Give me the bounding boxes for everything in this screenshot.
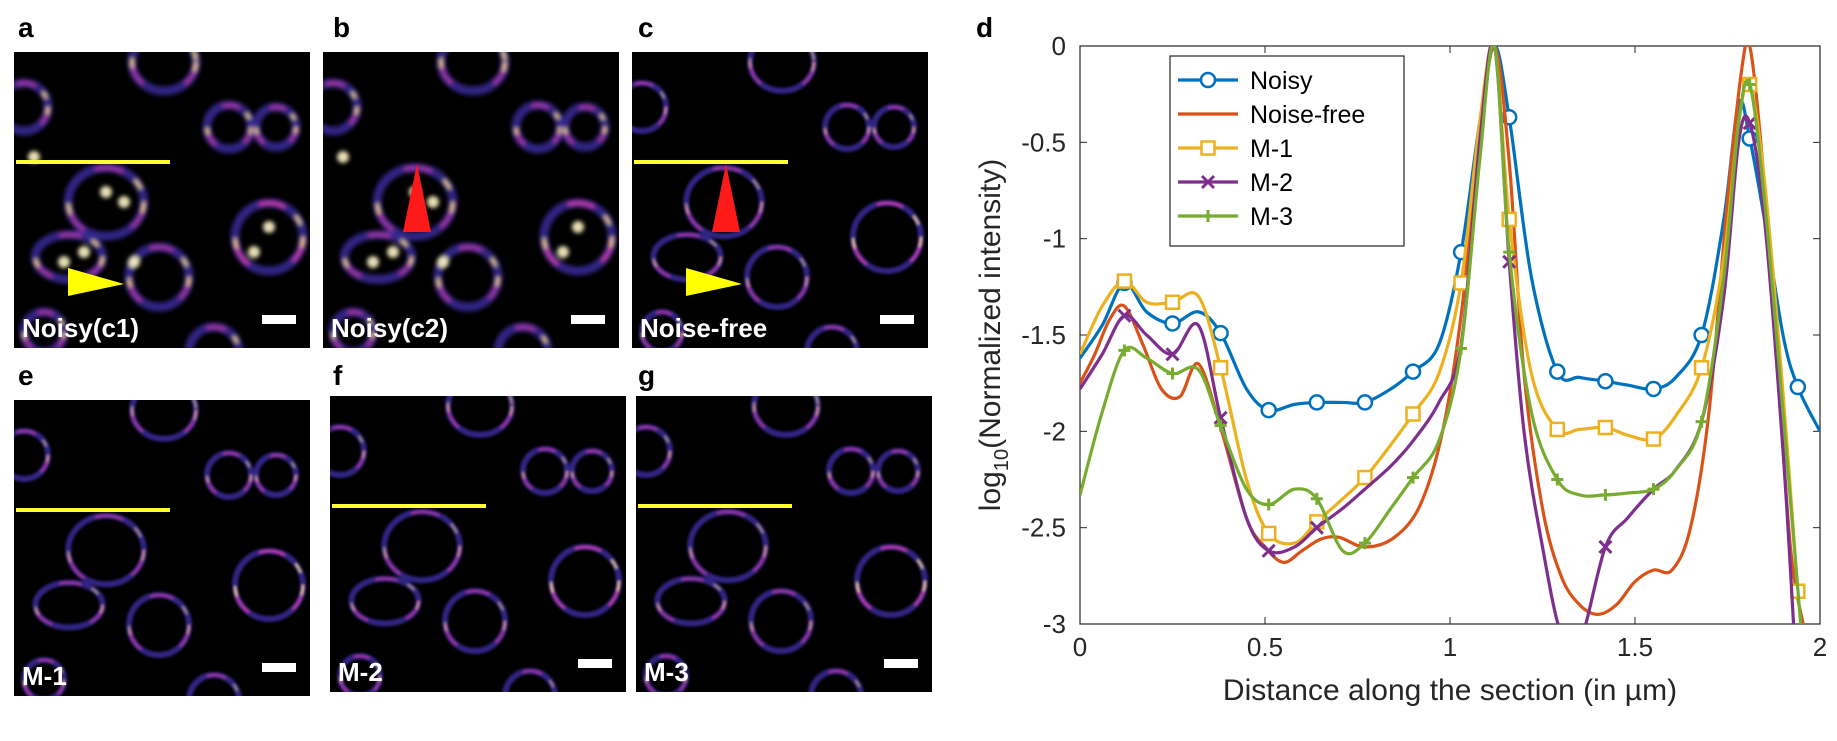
data-point	[1645, 380, 1662, 398]
x-tick-label: 0.5	[1247, 632, 1283, 662]
scale-bar	[884, 659, 918, 668]
x-axis-label: Distance along the section (in µm)	[1223, 674, 1677, 707]
scale-bar	[262, 315, 296, 324]
scale-bar	[578, 659, 612, 668]
x-tick-label: 0	[1073, 632, 1087, 662]
data-point	[1789, 378, 1807, 396]
scale-bar	[262, 663, 296, 672]
legend-label: Noisy	[1250, 67, 1313, 95]
data-point	[1404, 363, 1422, 380]
data-point	[1165, 347, 1180, 362]
panel-letter-b: b	[333, 12, 351, 43]
y-tick-label: 0	[1052, 31, 1066, 61]
panel-letter-d: d	[976, 12, 994, 43]
data-point	[1260, 401, 1277, 419]
data-point	[1261, 543, 1276, 558]
y-tick-label: -1	[1043, 224, 1066, 254]
micrograph-m2: M-2	[330, 396, 626, 692]
y-tick-label: -3	[1043, 609, 1066, 639]
data-point	[1598, 539, 1613, 554]
micrograph-m3: M-3	[636, 396, 932, 692]
chart-legend: Noisy Noise-free M-1 M-2 M-3	[1169, 55, 1405, 247]
micrograph-noisy-c1: Noisy(c1)	[14, 52, 310, 348]
y-tick-label: -0.5	[1021, 127, 1066, 157]
scale-bar	[880, 315, 914, 324]
data-point	[1742, 116, 1757, 131]
micrograph-noisy-c2: Noisy(c2)	[323, 52, 619, 348]
panel-letter-a: a	[18, 12, 34, 43]
data-point	[1200, 140, 1216, 156]
image-label: Noisy(c2)	[331, 313, 449, 343]
y-tick-label: -2	[1043, 416, 1066, 446]
data-point	[1356, 394, 1374, 411]
legend-label: M-3	[1250, 203, 1293, 231]
data-point	[1405, 406, 1421, 422]
image-label: M-1	[22, 661, 67, 691]
data-point	[1693, 326, 1710, 344]
scale-bar	[571, 315, 605, 324]
data-point	[1597, 419, 1614, 436]
data-point	[1308, 394, 1326, 411]
data-point	[1309, 520, 1324, 535]
data-point	[1597, 372, 1614, 390]
data-point	[1549, 421, 1566, 438]
micrograph-m1: M-1	[14, 400, 310, 696]
legend-label: M-2	[1250, 169, 1293, 197]
panel-letter-c: c	[638, 12, 654, 43]
y-tick-label: -2.5	[1021, 513, 1066, 543]
data-point	[1213, 410, 1228, 425]
data-point	[1453, 275, 1469, 291]
data-point	[1549, 363, 1566, 380]
image-label: Noise-free	[640, 313, 768, 343]
data-point	[1199, 71, 1217, 89]
data-point	[1645, 431, 1662, 447]
data-point	[1260, 525, 1277, 542]
panel-letter-e: e	[18, 360, 34, 391]
intensity-profile-chart: 0 0.5 1 1.5 2 0 -0.5 -1 -1.5 -2 -2.5 -3 Distance alo…	[974, 31, 1827, 707]
y-tick-label: -1.5	[1021, 320, 1066, 350]
legend-label: M-1	[1250, 135, 1293, 163]
image-label: M-2	[338, 657, 383, 687]
panel-letter-g: g	[638, 360, 656, 391]
series-line	[1080, 46, 1803, 624]
data-point	[1116, 273, 1133, 289]
image-label: Noisy(c1)	[22, 313, 140, 343]
data-point	[1117, 308, 1132, 323]
data-point	[1693, 360, 1710, 376]
legend-label: Noise-free	[1250, 101, 1365, 129]
x-tick-label: 1	[1443, 632, 1457, 662]
image-label: M-3	[644, 657, 689, 687]
series-m-3	[1080, 46, 1803, 624]
x-tick-label: 1.5	[1617, 632, 1653, 662]
panel-letter-f: f	[333, 360, 343, 391]
data-point	[1164, 294, 1181, 310]
data-point	[1164, 315, 1181, 332]
micrograph-noise-free: Noise-free	[632, 52, 928, 348]
data-point	[1200, 174, 1216, 190]
y-axis-label: log10(Normalized intensity)	[974, 159, 1013, 511]
data-point	[1212, 324, 1229, 342]
data-point	[1212, 360, 1229, 376]
data-point	[1357, 469, 1373, 486]
x-tick-label: 2	[1813, 632, 1827, 662]
